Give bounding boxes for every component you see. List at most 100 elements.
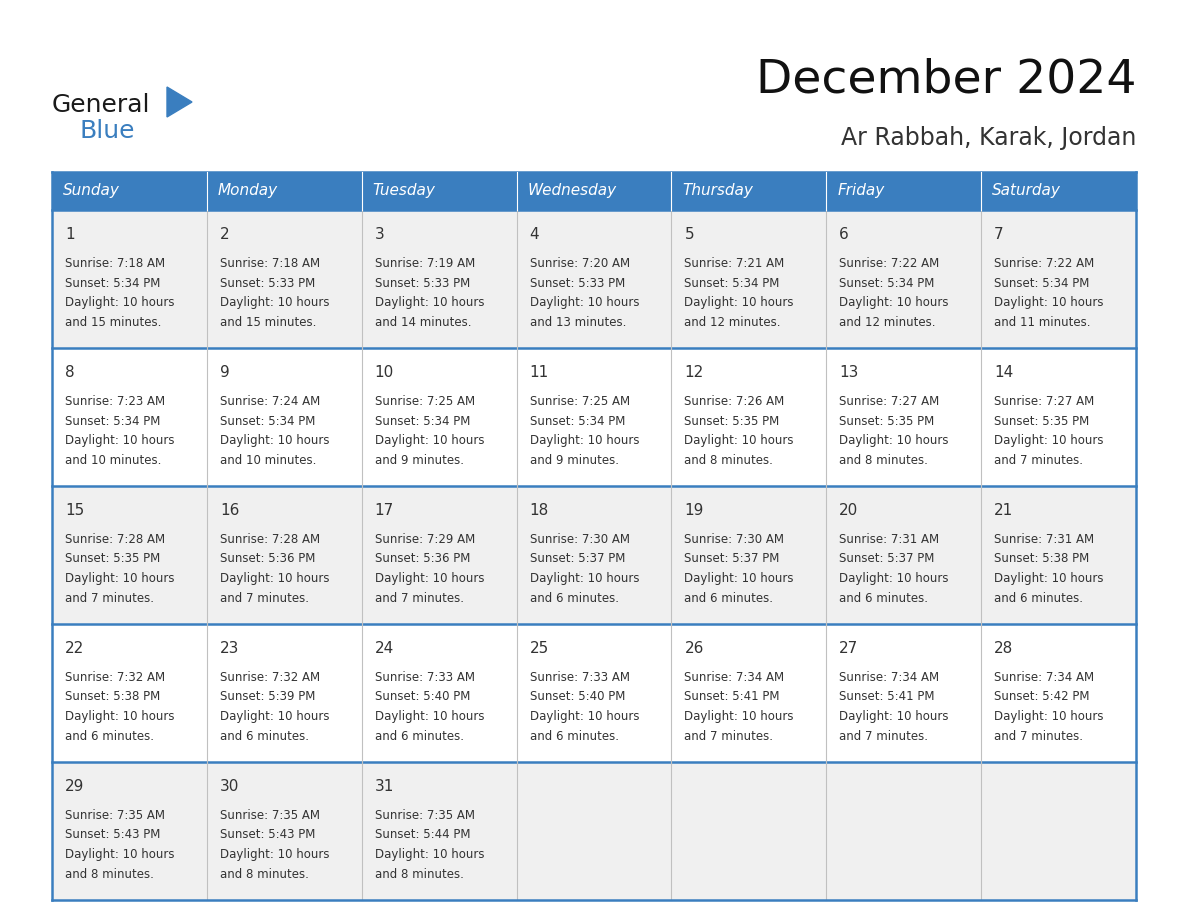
Text: Sunrise: 7:21 AM: Sunrise: 7:21 AM: [684, 257, 785, 270]
Text: Sunset: 5:34 PM: Sunset: 5:34 PM: [220, 415, 315, 428]
Bar: [52, 486, 1136, 624]
Text: 7: 7: [994, 227, 1004, 242]
Bar: [52, 348, 1136, 486]
Text: Sunset: 5:41 PM: Sunset: 5:41 PM: [839, 690, 935, 703]
Text: Daylight: 10 hours: Daylight: 10 hours: [220, 710, 329, 723]
Text: Daylight: 10 hours: Daylight: 10 hours: [994, 296, 1104, 309]
Text: and 8 minutes.: and 8 minutes.: [374, 868, 463, 880]
Text: 18: 18: [530, 503, 549, 518]
Bar: [361, 172, 517, 210]
Bar: [981, 172, 1136, 210]
Text: Sunset: 5:35 PM: Sunset: 5:35 PM: [994, 415, 1089, 428]
Text: 13: 13: [839, 365, 859, 380]
Text: Sunset: 5:34 PM: Sunset: 5:34 PM: [839, 276, 935, 289]
Text: Ar Rabbah, Karak, Jordan: Ar Rabbah, Karak, Jordan: [841, 126, 1136, 150]
Text: Daylight: 10 hours: Daylight: 10 hours: [994, 572, 1104, 585]
Text: Sunrise: 7:22 AM: Sunrise: 7:22 AM: [994, 257, 1094, 270]
Text: Sunrise: 7:23 AM: Sunrise: 7:23 AM: [65, 395, 165, 408]
Text: and 6 minutes.: and 6 minutes.: [374, 730, 463, 743]
Text: Sunrise: 7:25 AM: Sunrise: 7:25 AM: [374, 395, 475, 408]
Text: Sunset: 5:43 PM: Sunset: 5:43 PM: [220, 829, 315, 842]
Text: Sunrise: 7:20 AM: Sunrise: 7:20 AM: [530, 257, 630, 270]
Text: and 8 minutes.: and 8 minutes.: [220, 868, 309, 880]
Text: and 6 minutes.: and 6 minutes.: [684, 591, 773, 604]
Text: Sunrise: 7:24 AM: Sunrise: 7:24 AM: [220, 395, 320, 408]
Text: Sunrise: 7:33 AM: Sunrise: 7:33 AM: [374, 671, 475, 684]
Text: Sunset: 5:37 PM: Sunset: 5:37 PM: [684, 553, 779, 565]
Text: Daylight: 10 hours: Daylight: 10 hours: [65, 296, 175, 309]
Text: Tuesday: Tuesday: [373, 184, 436, 198]
Text: December 2024: December 2024: [756, 57, 1136, 102]
Text: 20: 20: [839, 503, 859, 518]
Text: and 6 minutes.: and 6 minutes.: [220, 730, 309, 743]
Text: Daylight: 10 hours: Daylight: 10 hours: [684, 572, 794, 585]
Text: Daylight: 10 hours: Daylight: 10 hours: [220, 434, 329, 447]
Text: Sunset: 5:33 PM: Sunset: 5:33 PM: [220, 276, 315, 289]
Text: Sunrise: 7:19 AM: Sunrise: 7:19 AM: [374, 257, 475, 270]
Text: 23: 23: [220, 641, 239, 656]
Text: and 9 minutes.: and 9 minutes.: [530, 453, 619, 466]
Text: Daylight: 10 hours: Daylight: 10 hours: [684, 296, 794, 309]
Text: Wednesday: Wednesday: [527, 184, 617, 198]
Text: and 6 minutes.: and 6 minutes.: [530, 730, 619, 743]
Text: and 13 minutes.: and 13 minutes.: [530, 316, 626, 329]
Text: Friday: Friday: [838, 184, 885, 198]
Text: Sunset: 5:43 PM: Sunset: 5:43 PM: [65, 829, 160, 842]
Text: 31: 31: [374, 779, 394, 794]
Text: and 6 minutes.: and 6 minutes.: [65, 730, 154, 743]
Text: 4: 4: [530, 227, 539, 242]
Text: Daylight: 10 hours: Daylight: 10 hours: [994, 434, 1104, 447]
Text: Sunrise: 7:18 AM: Sunrise: 7:18 AM: [220, 257, 320, 270]
Text: 21: 21: [994, 503, 1013, 518]
Text: Daylight: 10 hours: Daylight: 10 hours: [530, 710, 639, 723]
Text: Daylight: 10 hours: Daylight: 10 hours: [839, 434, 949, 447]
Text: and 6 minutes.: and 6 minutes.: [839, 591, 928, 604]
Text: Sunrise: 7:28 AM: Sunrise: 7:28 AM: [65, 533, 165, 546]
Text: Sunset: 5:40 PM: Sunset: 5:40 PM: [530, 690, 625, 703]
Text: Sunset: 5:38 PM: Sunset: 5:38 PM: [994, 553, 1089, 565]
Text: Daylight: 10 hours: Daylight: 10 hours: [839, 710, 949, 723]
Text: 6: 6: [839, 227, 849, 242]
Text: 5: 5: [684, 227, 694, 242]
Text: 14: 14: [994, 365, 1013, 380]
Bar: [827, 172, 981, 210]
Text: 17: 17: [374, 503, 394, 518]
Text: and 8 minutes.: and 8 minutes.: [65, 868, 154, 880]
Text: and 15 minutes.: and 15 minutes.: [220, 316, 316, 329]
Text: and 7 minutes.: and 7 minutes.: [220, 591, 309, 604]
Text: 22: 22: [65, 641, 84, 656]
Text: Daylight: 10 hours: Daylight: 10 hours: [65, 434, 175, 447]
Text: Sunrise: 7:22 AM: Sunrise: 7:22 AM: [839, 257, 940, 270]
Text: and 15 minutes.: and 15 minutes.: [65, 316, 162, 329]
Text: and 11 minutes.: and 11 minutes.: [994, 316, 1091, 329]
Text: Sunset: 5:37 PM: Sunset: 5:37 PM: [530, 553, 625, 565]
Text: and 14 minutes.: and 14 minutes.: [374, 316, 472, 329]
Text: Sunset: 5:34 PM: Sunset: 5:34 PM: [994, 276, 1089, 289]
Text: Daylight: 10 hours: Daylight: 10 hours: [374, 710, 485, 723]
Text: Sunset: 5:37 PM: Sunset: 5:37 PM: [839, 553, 935, 565]
Text: Daylight: 10 hours: Daylight: 10 hours: [220, 572, 329, 585]
Text: Thursday: Thursday: [682, 184, 753, 198]
Text: Sunrise: 7:30 AM: Sunrise: 7:30 AM: [530, 533, 630, 546]
Text: Sunrise: 7:28 AM: Sunrise: 7:28 AM: [220, 533, 320, 546]
Text: Sunrise: 7:26 AM: Sunrise: 7:26 AM: [684, 395, 785, 408]
Text: and 12 minutes.: and 12 minutes.: [839, 316, 936, 329]
Text: Sunrise: 7:31 AM: Sunrise: 7:31 AM: [994, 533, 1094, 546]
Text: Sunrise: 7:27 AM: Sunrise: 7:27 AM: [994, 395, 1094, 408]
Text: Sunset: 5:40 PM: Sunset: 5:40 PM: [374, 690, 470, 703]
Text: Daylight: 10 hours: Daylight: 10 hours: [530, 572, 639, 585]
Text: and 7 minutes.: and 7 minutes.: [839, 730, 928, 743]
Text: 28: 28: [994, 641, 1013, 656]
Bar: [52, 172, 207, 210]
Text: Sunset: 5:39 PM: Sunset: 5:39 PM: [220, 690, 315, 703]
Text: 29: 29: [65, 779, 84, 794]
Text: Sunset: 5:42 PM: Sunset: 5:42 PM: [994, 690, 1089, 703]
Text: 3: 3: [374, 227, 385, 242]
Text: Sunrise: 7:35 AM: Sunrise: 7:35 AM: [374, 809, 475, 822]
Text: 24: 24: [374, 641, 394, 656]
Text: Sunset: 5:35 PM: Sunset: 5:35 PM: [839, 415, 935, 428]
Text: 1: 1: [65, 227, 75, 242]
Text: Sunrise: 7:34 AM: Sunrise: 7:34 AM: [839, 671, 940, 684]
Text: Sunset: 5:33 PM: Sunset: 5:33 PM: [374, 276, 470, 289]
Text: Sunrise: 7:18 AM: Sunrise: 7:18 AM: [65, 257, 165, 270]
